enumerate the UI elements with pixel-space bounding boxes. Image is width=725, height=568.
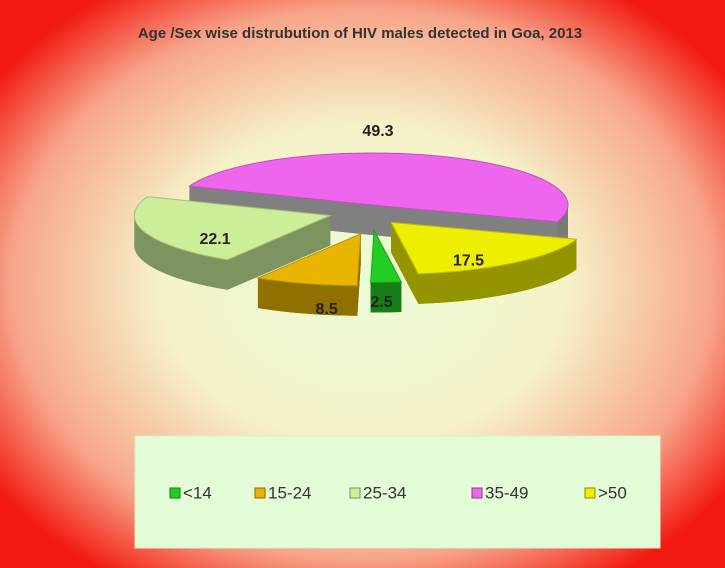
data-label: 49.3 bbox=[362, 123, 393, 140]
chart-title: Age /Sex wise distrubution of HIV males … bbox=[137, 25, 583, 42]
data-label: 22.1 bbox=[200, 231, 231, 248]
legend-swatch bbox=[169, 487, 181, 499]
legend-swatch bbox=[584, 487, 596, 499]
slice-side bbox=[370, 281, 402, 313]
slice-side bbox=[257, 278, 358, 316]
legend-swatch bbox=[471, 487, 483, 499]
pie-slice bbox=[256, 233, 362, 316]
pie-slice bbox=[390, 221, 578, 304]
pie-slice bbox=[370, 228, 403, 313]
legend-swatch bbox=[254, 487, 266, 499]
legend-label: >50 bbox=[598, 483, 627, 502]
slice-side bbox=[418, 239, 577, 304]
slice-top bbox=[256, 233, 362, 287]
slice-top bbox=[390, 221, 578, 275]
data-label: 2.5 bbox=[370, 294, 392, 311]
legend-label: 15-24 bbox=[268, 483, 311, 502]
slice-side bbox=[134, 215, 228, 290]
legend-label: 25-34 bbox=[363, 483, 406, 502]
legend-label: 35-49 bbox=[485, 483, 528, 502]
pie-slice bbox=[133, 196, 333, 290]
slice-wall bbox=[391, 222, 419, 304]
slice-top bbox=[187, 152, 569, 223]
slice-top bbox=[370, 228, 403, 283]
legend-label: <14 bbox=[183, 483, 212, 502]
legend-swatch bbox=[349, 487, 361, 499]
slice-top bbox=[133, 196, 333, 261]
data-label: 8.5 bbox=[315, 301, 337, 318]
data-label: 17.5 bbox=[453, 252, 484, 269]
legend-box bbox=[134, 435, 661, 549]
